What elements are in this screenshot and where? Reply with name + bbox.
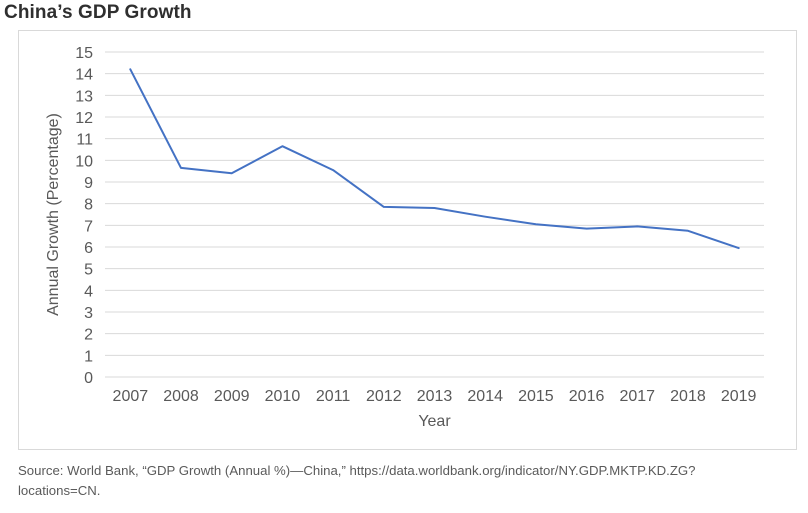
y-tick-label: 2 (84, 327, 93, 344)
chart-area: 0 1 2 3 4 5 6 7 8 9 10 11 12 13 14 15 2007 2008 2009 2010 20… (18, 30, 797, 450)
y-tick-label: 5 (84, 262, 93, 279)
x-axis-label: Year (418, 413, 451, 430)
y-tick-label: 8 (84, 197, 93, 214)
x-tick-label: 2009 (214, 388, 250, 405)
x-tick-label: 2014 (467, 388, 503, 405)
y-tick-label: 1 (84, 348, 93, 365)
source-line-1: Source: World Bank, “GDP Growth (Annual … (18, 463, 696, 478)
x-tick-label: 2011 (316, 388, 351, 405)
y-tick-label: 7 (84, 218, 93, 235)
x-tick-label: 2012 (366, 388, 402, 405)
y-tick-label: 11 (76, 132, 93, 149)
y-tick-label: 0 (84, 370, 93, 387)
x-tick-label: 2018 (670, 388, 706, 405)
y-tick-label: 14 (75, 67, 93, 84)
series-line-gdp-growth (129, 68, 740, 250)
x-tick-label: 2007 (113, 388, 149, 405)
x-tick-label: 2015 (518, 388, 554, 405)
source-line-2: locations=CN. (18, 483, 101, 498)
y-tick-label: 4 (84, 283, 93, 300)
y-tick-label: 15 (75, 45, 93, 62)
x-tick-label: 2013 (417, 388, 453, 405)
x-tick-label: 2017 (619, 388, 655, 405)
x-tick-label: 2016 (569, 388, 605, 405)
x-tick-label: 2008 (163, 388, 199, 405)
y-tick-label: 10 (75, 153, 93, 170)
y-axis-label: Annual Growth (Percentage) (45, 113, 62, 316)
x-tick-label: 2010 (265, 388, 301, 405)
y-tick-label: 12 (75, 110, 93, 127)
y-tick-label: 6 (84, 240, 93, 257)
y-tick-label: 9 (84, 175, 93, 192)
y-tick-label: 13 (75, 88, 93, 105)
y-tick-label: 3 (84, 305, 93, 322)
source-note: Source: World Bank, “GDP Growth (Annual … (18, 461, 808, 501)
x-tick-label: 2019 (721, 388, 757, 405)
chart-title: China’s GDP Growth (4, 2, 192, 23)
